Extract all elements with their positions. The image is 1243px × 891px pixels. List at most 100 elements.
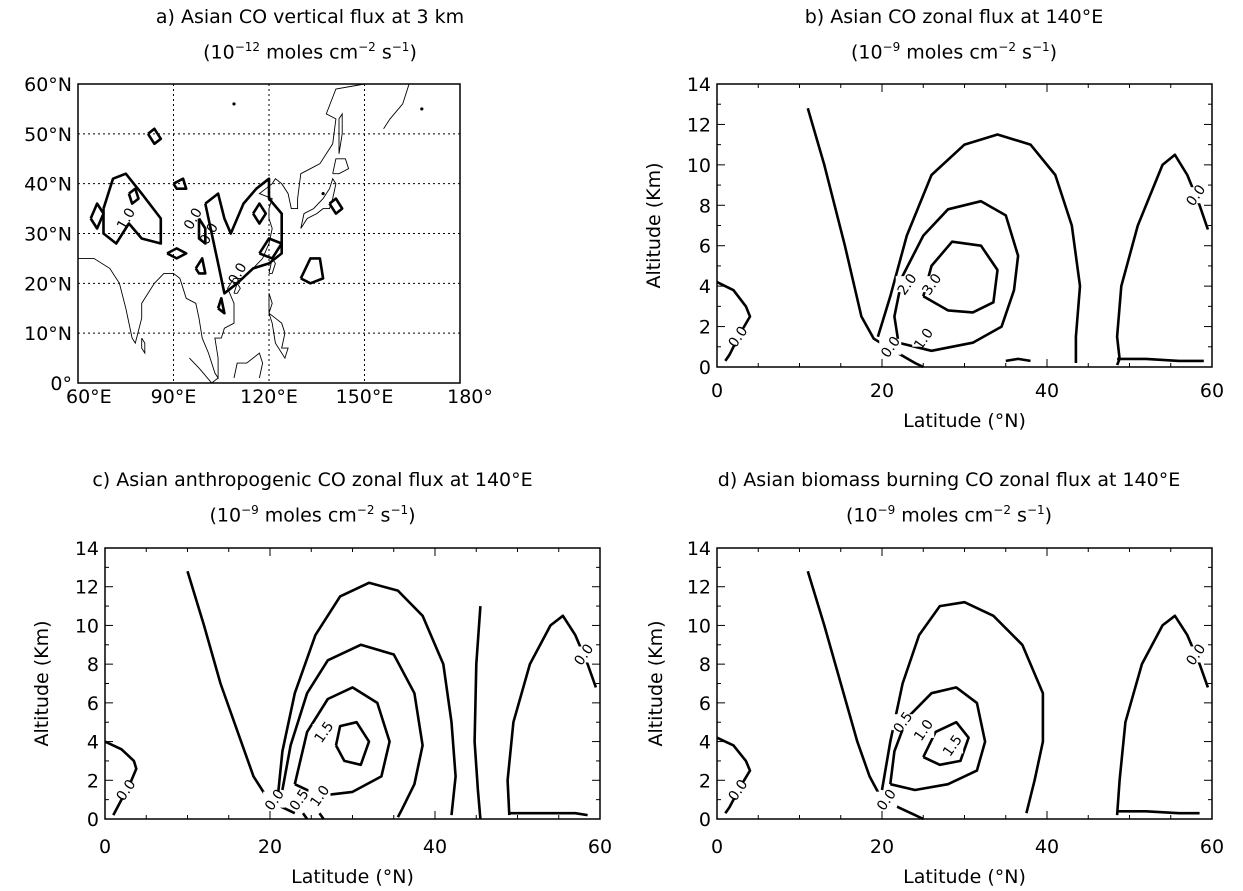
contour-label: 0.0 [726, 777, 752, 804]
contour-label-bg [920, 276, 943, 293]
panel-d: d) Asian biomass burning CO zonal flux a… [625, 455, 1243, 891]
flux-contour [89, 202, 105, 230]
y-tick-label: 2 [87, 770, 99, 792]
flux-contour [922, 720, 970, 767]
contour-label: 0.0 [114, 777, 140, 804]
flux-contour [328, 197, 344, 215]
flux-contour [806, 107, 924, 369]
flux-contour [252, 202, 268, 225]
panel-d-units: (10−9 moles cm−2 s−1) [845, 503, 1053, 527]
plot-frame [716, 547, 1213, 820]
y-tick-label: 10 [687, 155, 711, 177]
contour-label: 0.0 [878, 334, 904, 361]
x-tick-label: 20 [258, 836, 282, 858]
y-tick-label: 4 [699, 732, 711, 754]
panel-a-title: a) Asian CO vertical flux at 3 km [155, 6, 465, 28]
panel-b: b) Asian CO zonal flux at 140°E (10−9 mo… [625, 0, 1243, 440]
contour-label: 1.0 [911, 717, 937, 744]
x-tick-label: 60 [1200, 380, 1224, 402]
flux-contour [889, 686, 987, 792]
contour-label-bg [263, 791, 286, 808]
y-tick-label: 20°N [24, 273, 72, 295]
y-tick-label: 14 [687, 538, 711, 560]
x-tick-label: 20 [870, 836, 894, 858]
x-tick-label: 60°E [66, 386, 112, 408]
y-axis-label: Altitude (Km) [31, 620, 53, 746]
panel-c: c) Asian anthropogenic CO zonal flux at … [0, 455, 625, 891]
contour-label: 1.5 [312, 719, 338, 746]
panel-a: a) Asian CO vertical flux at 3 km (10−12… [0, 0, 620, 410]
flux-contour [146, 127, 163, 146]
y-tick-label: 12 [687, 114, 711, 136]
coastline [332, 158, 350, 175]
y-tick-label: 10 [687, 615, 711, 637]
coastline [78, 83, 365, 380]
y-tick-label: 4 [87, 732, 99, 754]
y-tick-label: 8 [87, 654, 99, 676]
contour-label-bg [726, 328, 749, 345]
flux-contour [806, 570, 924, 821]
x-tick-label: 0 [711, 380, 723, 402]
flux-contour [102, 172, 163, 245]
map-dot [232, 102, 236, 106]
panel-b-title: b) Asian CO zonal flux at 140°E [804, 6, 1104, 28]
y-tick-label: 14 [687, 74, 711, 96]
coastline [233, 352, 264, 379]
flux-contour [876, 133, 1082, 363]
x-tick-label: 60 [1200, 836, 1224, 858]
contour-label-bg [879, 338, 902, 355]
x-axis-label: Latitude (°N) [903, 866, 1026, 888]
coastline [233, 282, 241, 294]
flux-contour [880, 600, 1045, 814]
flux-contour [204, 177, 284, 295]
contour-label-bg [891, 714, 914, 731]
contour-label: 0.0 [726, 324, 752, 351]
contour-label-bg [572, 646, 595, 663]
contour-label: 1.0 [114, 205, 139, 232]
coastline [268, 293, 289, 360]
x-tick-label: 40 [423, 836, 447, 858]
y-tick-label: 0 [699, 809, 711, 831]
plot-frame [104, 547, 601, 820]
x-tick-label: 20 [870, 380, 894, 402]
flux-contour [1005, 357, 1031, 363]
flux-contour [166, 247, 188, 260]
panel-b-plot: 0 20 40 60 0 2 4 6 8 10 12 14 Latitude (°N) Altitude … [643, 74, 1224, 432]
panel-a-map: 1.0 0.00.00.060°E 90°E 120°E 150°E 180°0°10°N… [24, 74, 493, 408]
contour-label-bg [912, 721, 935, 738]
y-tick-label: 8 [699, 654, 711, 676]
y-tick-label: 60°N [24, 74, 72, 96]
contour-label-bg [312, 723, 335, 740]
y-tick-label: 50°N [24, 124, 72, 146]
flux-contour [277, 581, 457, 816]
x-tick-label: 0 [99, 836, 111, 858]
flux-contour [301, 812, 309, 820]
contour-label: 1.0 [911, 326, 937, 353]
flux-contour [127, 187, 140, 205]
contour-label-bg [726, 781, 749, 798]
flux-contour [197, 217, 207, 245]
x-tick-label: 40 [1035, 380, 1059, 402]
flux-contour [281, 643, 424, 818]
y-axis-label: Altitude (Km) [645, 620, 667, 746]
map-frame [77, 83, 461, 384]
contour-label-bg [912, 330, 935, 347]
contour-label-bg [895, 276, 918, 293]
x-axis-label: Latitude (°N) [903, 410, 1026, 432]
contour-label-bg [1184, 187, 1207, 204]
y-tick-label: 10°N [24, 323, 72, 345]
flux-contour [716, 736, 752, 814]
y-tick-label: 14 [75, 538, 99, 560]
y-tick-label: 40°N [24, 174, 72, 196]
contour-label: 0.0 [197, 220, 222, 247]
contour-label-bg [941, 737, 964, 754]
flux-contour [922, 240, 999, 314]
panel-c-title: c) Asian anthropogenic CO zonal flux at … [92, 469, 533, 491]
x-tick-label: 180° [447, 386, 493, 408]
x-axis-label: Latitude (°N) [291, 866, 414, 888]
panel-a-units: (10−12 moles cm−2 s−1) [203, 40, 417, 64]
flux-contour [194, 257, 207, 275]
coastline [383, 83, 410, 130]
y-tick-label: 2 [699, 770, 711, 792]
coastline [300, 177, 337, 229]
